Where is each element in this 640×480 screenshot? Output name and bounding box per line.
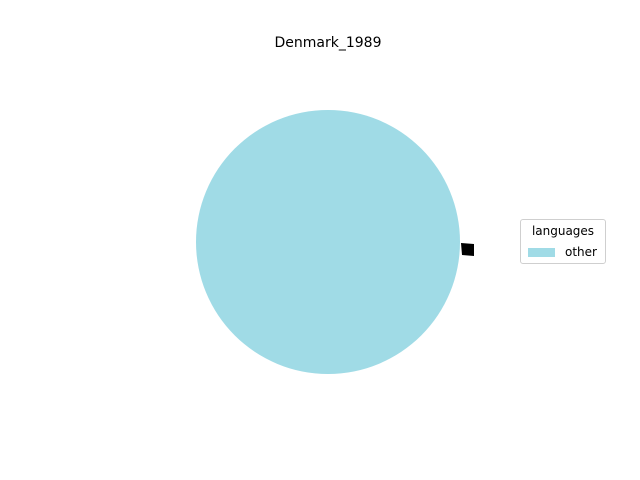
pie-slice-other (196, 110, 460, 374)
legend-entry: other (528, 245, 597, 259)
legend: languages other (520, 219, 606, 264)
chart-title: Denmark_1989 (274, 35, 382, 51)
legend-swatch (528, 247, 555, 257)
black-fragment (461, 243, 474, 256)
legend-title: languages (531, 224, 595, 238)
pie-slices (196, 110, 460, 374)
legend-label: other (565, 245, 597, 259)
